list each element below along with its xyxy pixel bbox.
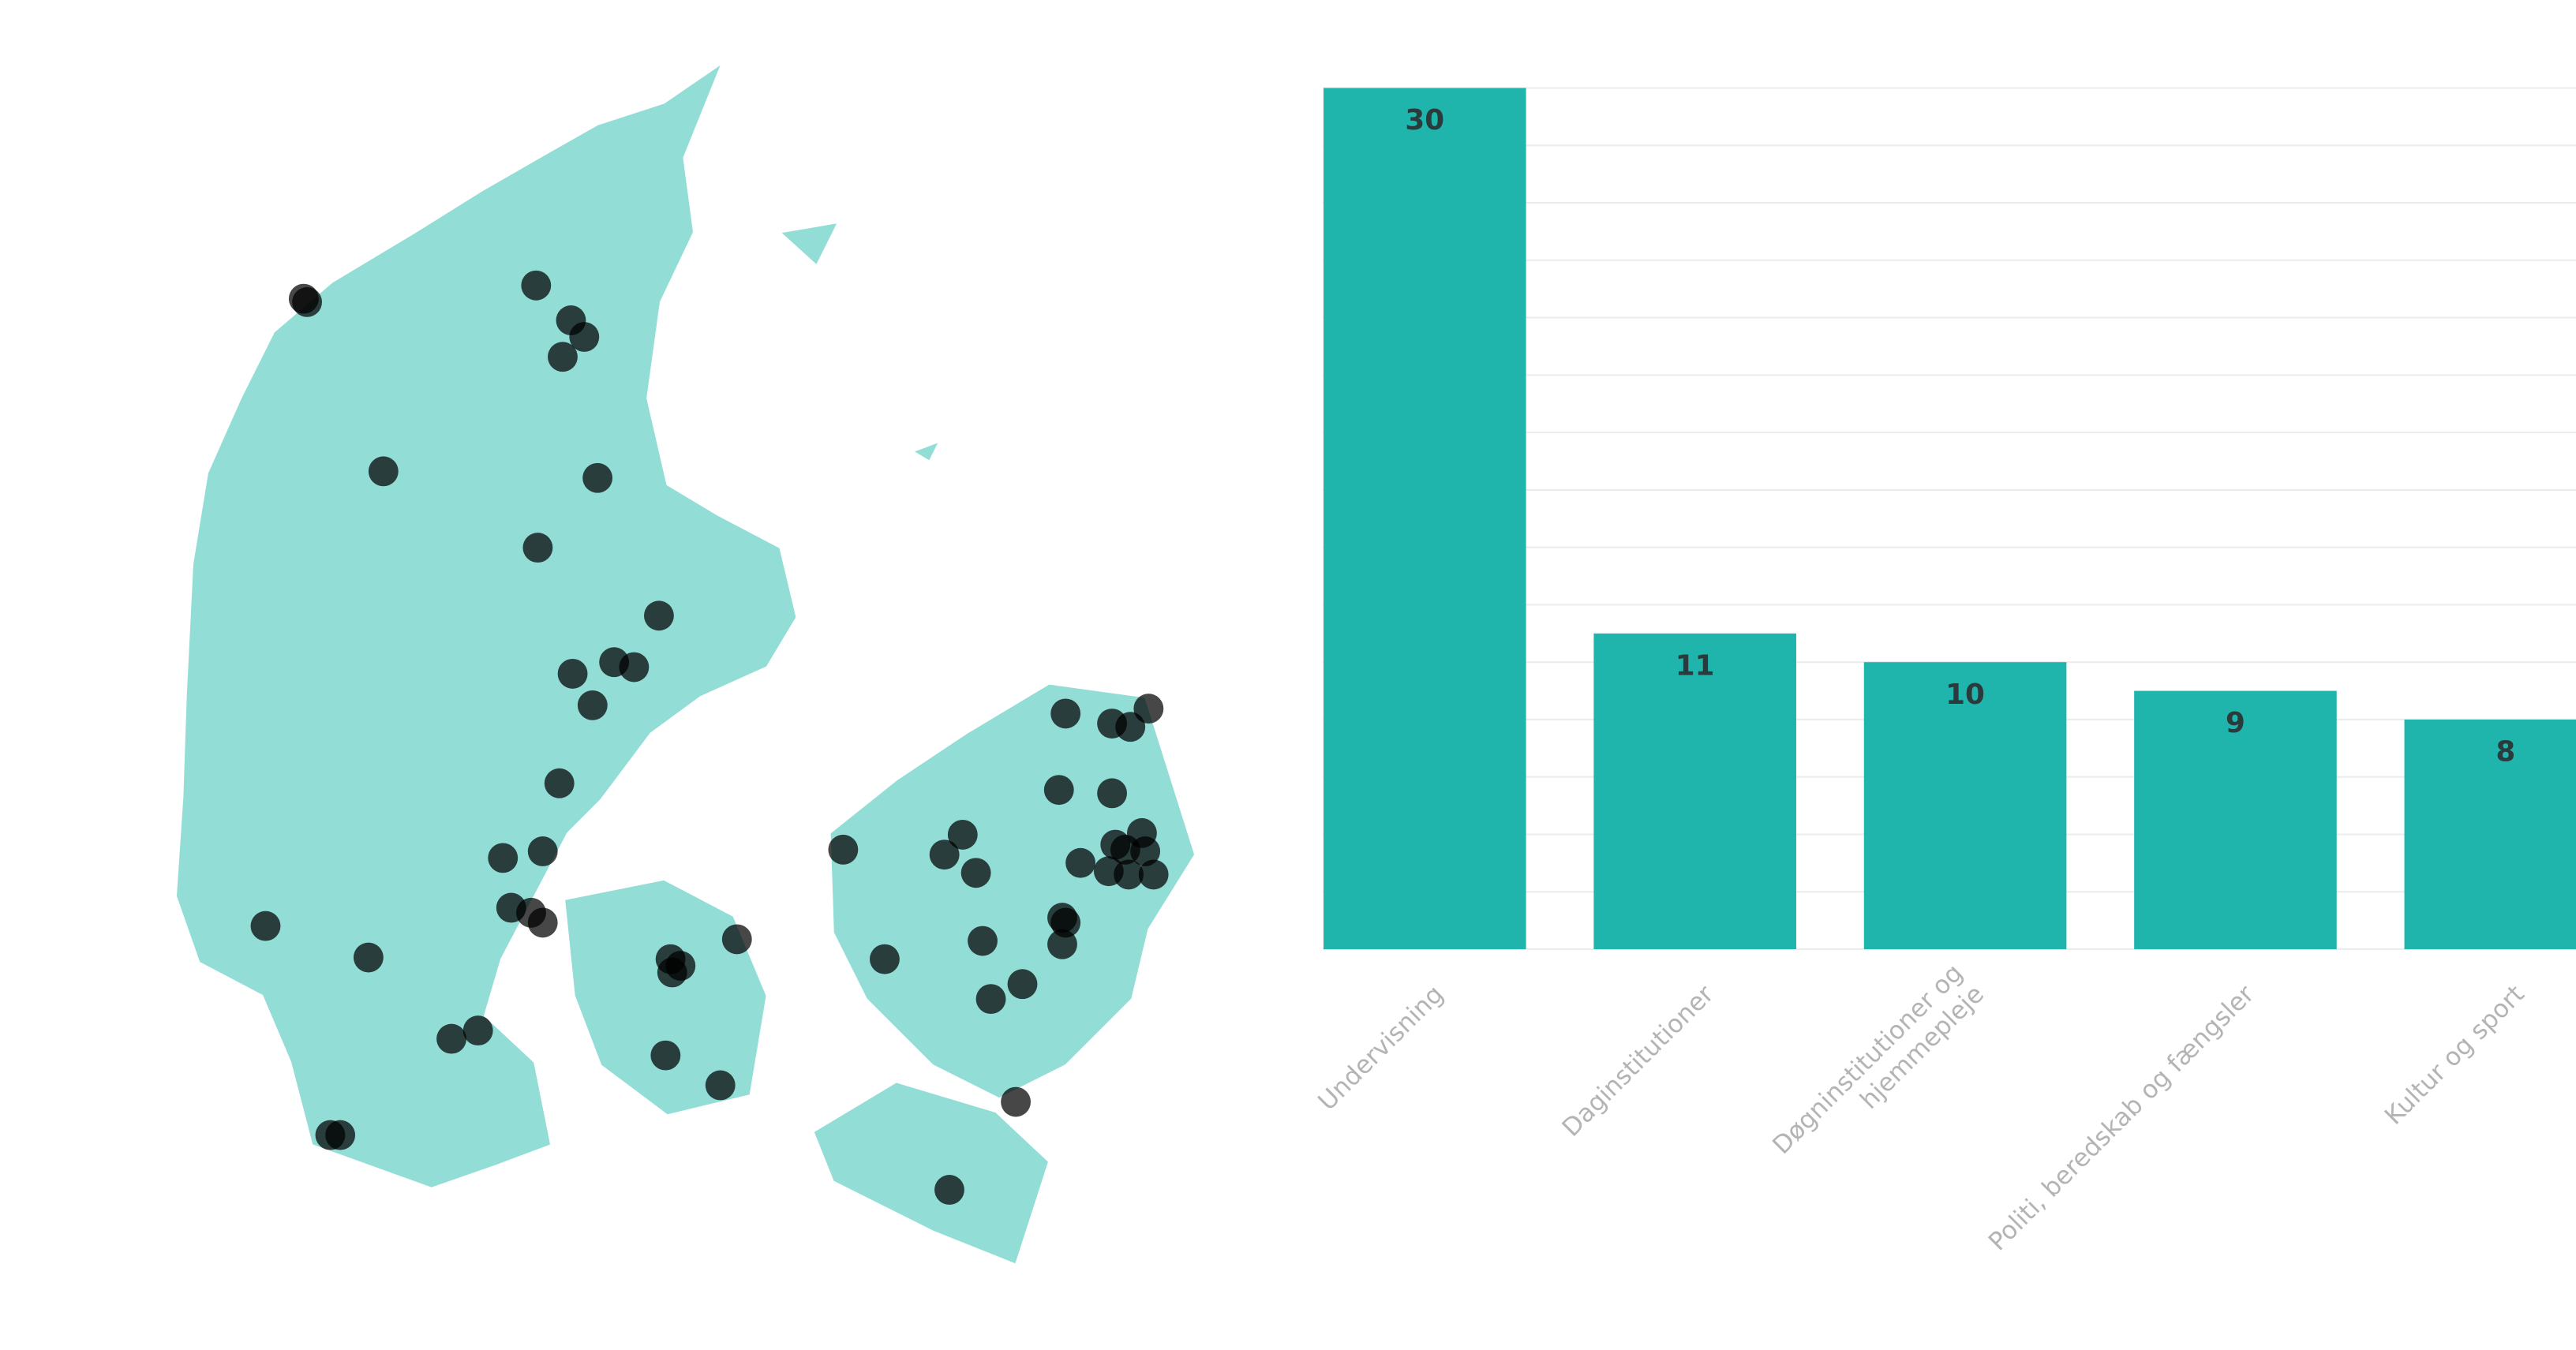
location-dot <box>947 819 978 850</box>
location-dot <box>250 911 281 941</box>
location-dot <box>436 1023 466 1054</box>
small-island <box>911 439 942 463</box>
location-dot <box>665 951 696 981</box>
data-label: 8 <box>2496 736 2515 768</box>
location-dot <box>929 840 960 870</box>
bar <box>2404 719 2576 950</box>
location-dot <box>1100 829 1131 860</box>
location-dot <box>292 286 322 317</box>
bar <box>2134 690 2337 950</box>
location-dot <box>650 1040 681 1071</box>
location-dot <box>1133 694 1164 724</box>
bar <box>1324 88 1526 950</box>
bar <box>1593 633 1796 950</box>
location-dot <box>325 1120 356 1150</box>
location-dot <box>705 1070 736 1101</box>
location-dot <box>582 462 613 493</box>
location-dot <box>353 942 384 973</box>
data-label: 10 <box>1945 679 1985 711</box>
x-tick-label: Politi, beredskab og fængsler <box>1983 980 2260 1256</box>
location-dot <box>522 533 553 563</box>
location-dot <box>1097 778 1127 809</box>
x-tick-label: Døgninstitutioner oghjemmepleje <box>1767 959 1990 1181</box>
location-dot <box>1043 775 1074 806</box>
location-dot <box>488 843 519 873</box>
funen <box>563 878 768 1116</box>
location-dot <box>1007 969 1038 1000</box>
data-label: 11 <box>1676 649 1715 682</box>
location-dot <box>1047 929 1077 959</box>
location-dot <box>1050 698 1081 729</box>
location-dot <box>1114 859 1144 890</box>
data-label: 30 <box>1405 104 1444 136</box>
lolland-falster <box>812 1081 1050 1266</box>
plot-area: 30 Undervisning 11 Daginstitutioner 10 Døgnin… <box>1313 87 2576 1256</box>
x-tick-label: Kultur og sport <box>2379 980 2530 1131</box>
bar <box>1863 662 2067 950</box>
location-dot <box>1130 836 1161 866</box>
location-dot <box>721 924 752 955</box>
location-dot <box>527 907 558 938</box>
x-tick-label: Daginstitutioner <box>1557 980 1720 1142</box>
location-dot <box>975 984 1006 1015</box>
location-dot <box>934 1175 964 1205</box>
location-dot <box>462 1015 493 1046</box>
x-tick-label: Undervisning <box>1313 980 1450 1116</box>
location-dot <box>1115 712 1146 742</box>
location-dot <box>368 456 399 487</box>
location-dots <box>250 270 1169 1205</box>
location-dot <box>569 322 600 352</box>
location-dot <box>527 836 558 866</box>
location-dot <box>1065 847 1096 878</box>
location-dot <box>968 926 998 956</box>
location-dot <box>577 690 608 720</box>
location-dot <box>1001 1086 1032 1117</box>
location-dot <box>1138 859 1169 890</box>
location-dot <box>619 652 650 682</box>
location-dot <box>828 834 859 865</box>
location-dot <box>870 944 900 974</box>
location-dot <box>544 768 575 798</box>
data-label: 9 <box>2226 707 2245 739</box>
zealand <box>829 682 1196 1100</box>
denmark-map <box>174 61 1196 1266</box>
small-island <box>778 221 840 267</box>
location-dot <box>557 658 588 689</box>
location-dot <box>644 600 674 631</box>
bar-chart: 30 Undervisning 11 Daginstitutioner 10 Døgnin… <box>1313 87 2576 1256</box>
location-dot <box>960 858 991 888</box>
location-dot <box>521 270 552 301</box>
location-dot <box>548 342 578 372</box>
